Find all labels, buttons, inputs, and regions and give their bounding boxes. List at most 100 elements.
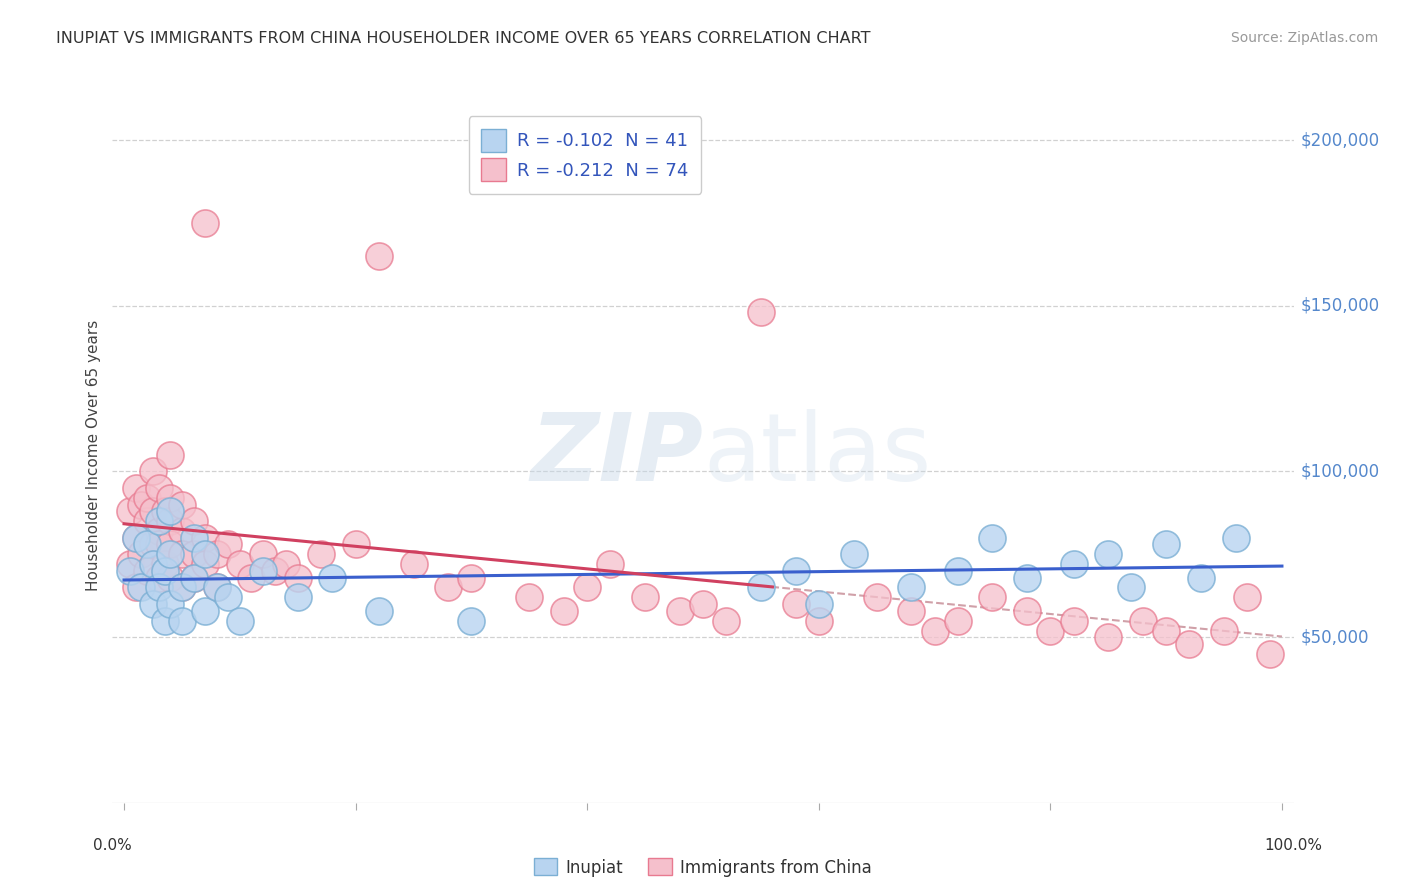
Point: [217, 591, 239, 605]
Point: [159, 514, 181, 528]
Point: [749, 581, 772, 595]
Point: [1063, 558, 1085, 572]
Point: [142, 465, 165, 479]
Point: [344, 537, 367, 551]
Point: [1017, 604, 1039, 618]
Point: [159, 448, 181, 462]
Point: [124, 481, 146, 495]
Point: [148, 537, 170, 551]
Point: [148, 514, 170, 528]
Point: [981, 591, 1004, 605]
Point: [692, 597, 714, 611]
Point: [194, 558, 217, 572]
Point: [252, 564, 274, 578]
Point: [924, 624, 946, 638]
Point: [205, 581, 228, 595]
Text: 0.0%: 0.0%: [93, 838, 132, 854]
Point: [1121, 581, 1143, 595]
Point: [170, 498, 193, 512]
Point: [194, 547, 217, 561]
Point: [142, 597, 165, 611]
Point: [576, 581, 599, 595]
Point: [309, 547, 332, 561]
Point: [124, 581, 146, 595]
Point: [1039, 624, 1062, 638]
Point: [131, 498, 153, 512]
Point: [142, 537, 165, 551]
Point: [402, 558, 425, 572]
Point: [205, 581, 228, 595]
Point: [749, 305, 772, 319]
Point: [153, 558, 176, 572]
Point: [124, 531, 146, 545]
Point: [287, 591, 309, 605]
Point: [183, 514, 205, 528]
Text: $200,000: $200,000: [1301, 131, 1379, 149]
Point: [1154, 624, 1177, 638]
Point: [367, 249, 389, 263]
Point: [142, 558, 165, 572]
Point: [1213, 624, 1236, 638]
Point: [148, 524, 170, 538]
Point: [1236, 591, 1258, 605]
Point: [205, 547, 228, 561]
Point: [553, 604, 575, 618]
Point: [240, 570, 263, 584]
Point: [1260, 647, 1282, 661]
Point: [153, 504, 176, 518]
Point: [229, 558, 252, 572]
Point: [136, 564, 159, 578]
Point: [842, 547, 865, 561]
Point: [1017, 570, 1039, 584]
Text: atlas: atlas: [703, 409, 931, 501]
Point: [900, 581, 922, 595]
Point: [714, 614, 737, 628]
Point: [148, 581, 170, 595]
Point: [183, 570, 205, 584]
Point: [1097, 630, 1119, 644]
Point: [148, 481, 170, 495]
Point: [287, 570, 309, 584]
Point: [170, 614, 193, 628]
Point: [170, 524, 193, 538]
Point: [159, 491, 181, 505]
Point: [118, 504, 141, 518]
Point: [946, 564, 969, 578]
Point: [367, 604, 389, 618]
Point: [183, 570, 205, 584]
Point: [148, 570, 170, 584]
Point: [276, 558, 298, 572]
Point: [460, 570, 482, 584]
Point: [153, 564, 176, 578]
Point: [866, 591, 889, 605]
Point: [669, 604, 692, 618]
Point: [517, 591, 540, 605]
Point: [170, 581, 193, 595]
Text: ZIP: ZIP: [530, 409, 703, 501]
Point: [229, 614, 252, 628]
Point: [159, 537, 181, 551]
Text: $100,000: $100,000: [1301, 462, 1379, 481]
Point: [118, 564, 141, 578]
Point: [900, 604, 922, 618]
Point: [785, 597, 807, 611]
Point: [946, 614, 969, 628]
Point: [1097, 547, 1119, 561]
Point: [159, 597, 181, 611]
Point: [437, 581, 460, 595]
Point: [170, 547, 193, 561]
Point: [1189, 570, 1212, 584]
Text: $50,000: $50,000: [1301, 628, 1369, 646]
Point: [136, 514, 159, 528]
Point: [170, 581, 193, 595]
Point: [142, 504, 165, 518]
Point: [124, 531, 146, 545]
Point: [118, 558, 141, 572]
Point: [981, 531, 1004, 545]
Point: [159, 547, 181, 561]
Point: [194, 604, 217, 618]
Y-axis label: Householder Income Over 65 years: Householder Income Over 65 years: [86, 319, 101, 591]
Point: [263, 564, 285, 578]
Text: $150,000: $150,000: [1301, 297, 1379, 315]
Point: [183, 531, 205, 545]
